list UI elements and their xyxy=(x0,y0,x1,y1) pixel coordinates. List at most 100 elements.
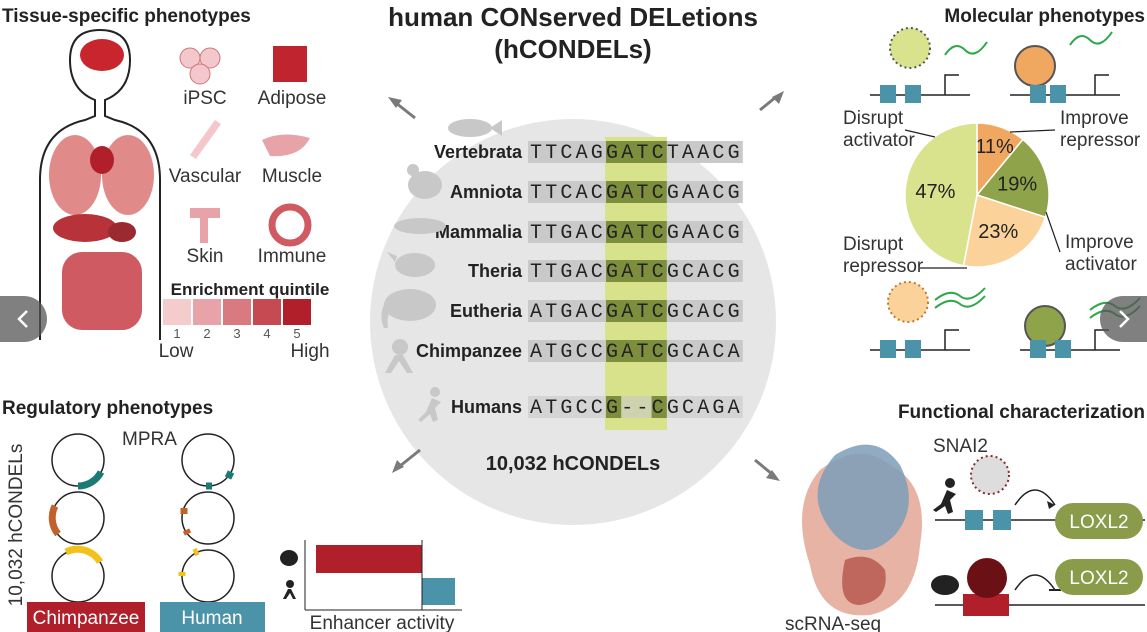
pie-chart: 11% 19% 23% 47% xyxy=(904,122,1050,268)
regulation-diagram xyxy=(1047,501,1055,509)
gene-diagram xyxy=(1050,85,1066,103)
enhancer-chart xyxy=(316,545,422,573)
tissue-label: Immune xyxy=(258,246,327,267)
enhancer-segment xyxy=(192,547,200,557)
sequence: ATGACGATCGCACG xyxy=(530,301,743,324)
legend-swatch xyxy=(163,299,191,325)
phenotype-label: activator xyxy=(1065,254,1137,275)
plasmid xyxy=(51,433,235,603)
tissue-label: Muscle xyxy=(262,166,322,187)
prev-button[interactable] xyxy=(0,296,47,342)
body-illustration xyxy=(39,28,161,340)
species-label: Vertebrata xyxy=(434,142,523,162)
animal-icon xyxy=(381,119,502,422)
flow-arrow xyxy=(772,91,784,104)
gene-diagram xyxy=(934,287,986,309)
legend-swatch xyxy=(223,299,251,325)
gene-diagram xyxy=(889,27,931,69)
species-label: Chimpanzee xyxy=(416,341,522,361)
tissue-label: Vascular xyxy=(169,166,242,187)
main-title: human CONserved DELetions xyxy=(388,2,758,32)
body-illustration xyxy=(80,39,124,71)
phenotype-label: repressor xyxy=(1060,130,1141,151)
legend-level: 3 xyxy=(233,326,240,341)
prev-button[interactable] xyxy=(0,296,47,342)
animal-icon xyxy=(408,171,442,199)
animal-icon xyxy=(407,164,419,176)
animal-icon xyxy=(381,300,392,328)
tissue-label: Skin xyxy=(187,246,224,267)
body-illustration xyxy=(49,135,101,215)
regulation-diagram xyxy=(970,455,1010,495)
tissue-label: iPSC xyxy=(183,88,226,109)
conserved-block xyxy=(606,181,667,203)
animal-icon xyxy=(384,289,436,321)
next-button[interactable] xyxy=(1100,296,1147,342)
prev-button[interactable] xyxy=(17,310,28,328)
group-box xyxy=(160,602,265,632)
gene-label: LOXL2 xyxy=(1069,512,1128,533)
tissue-icon xyxy=(179,46,312,247)
regulation-diagram xyxy=(993,510,1011,530)
panel-title: Functional characterization xyxy=(898,402,1145,423)
body-illustration xyxy=(102,135,154,215)
method-label: scRNA-seq xyxy=(785,614,881,632)
leader-line xyxy=(1045,211,1061,253)
regulation-diagram xyxy=(963,594,1009,616)
gene-diagram xyxy=(1014,45,1056,87)
flow-arrow xyxy=(395,101,416,120)
legend-low: Low xyxy=(159,341,194,362)
tissue-label: Adipose xyxy=(258,88,327,109)
sequence-bg xyxy=(528,396,743,418)
legend: 1 2 3 4 5 xyxy=(163,299,311,341)
flow-arrow xyxy=(759,95,777,112)
next-button[interactable] xyxy=(1119,310,1130,328)
molecular-labels: ImproverepressorImproveactivatorDisruptr… xyxy=(843,108,1141,277)
legend-swatch xyxy=(193,299,221,325)
sequence: TTGACGATCGAACG xyxy=(530,222,743,245)
conserved-block xyxy=(606,221,667,243)
legend-level: 5 xyxy=(293,326,300,341)
animal-icon xyxy=(387,252,397,262)
regulation-diagram xyxy=(1014,489,1056,506)
gene-diagram xyxy=(880,85,896,103)
gene-diagram xyxy=(905,340,921,358)
enhancer-segment xyxy=(48,504,61,537)
legend-high: High xyxy=(290,341,329,362)
flow-arrow xyxy=(766,470,780,481)
animal-icon xyxy=(385,355,413,373)
regulation-diagram xyxy=(1055,559,1143,595)
enhancer-segment xyxy=(48,470,235,576)
legend-level: 2 xyxy=(203,326,210,341)
regulation-diagram xyxy=(1014,574,1056,591)
leader-line xyxy=(904,129,936,138)
enhancer-segment xyxy=(77,470,105,490)
enhancer-chart xyxy=(280,540,462,611)
enhancer-chart xyxy=(283,589,296,599)
sequence: ATGCCGATCGCACA xyxy=(530,341,743,364)
legend-swatch xyxy=(253,299,281,325)
tissue-icon xyxy=(268,203,312,247)
animal-icon xyxy=(395,253,435,277)
next-button[interactable] xyxy=(1100,296,1147,342)
phenotype-label: Improve xyxy=(1060,108,1129,129)
animal-icon xyxy=(392,339,408,355)
conserved-block xyxy=(606,141,667,163)
phenotype-label: Improve xyxy=(1065,232,1134,253)
scrna-embedding xyxy=(802,444,922,616)
animal-icon xyxy=(448,119,492,137)
enhancer-segment xyxy=(64,545,104,564)
species-label: Amniota xyxy=(450,182,523,202)
legend-swatch xyxy=(283,299,311,325)
axis-label: 10,032 hCONDELs xyxy=(6,444,27,607)
plasmid xyxy=(181,491,235,545)
animal-icon xyxy=(430,387,440,397)
animal-icon xyxy=(418,398,441,422)
tissue-icon xyxy=(273,46,307,82)
pie-label: 47% xyxy=(915,181,955,203)
regulation-diagram xyxy=(933,490,956,514)
gene-diagram xyxy=(1069,31,1113,46)
plasmid xyxy=(51,491,105,545)
panel-title: Tissue-specific phenotypes xyxy=(2,6,251,27)
